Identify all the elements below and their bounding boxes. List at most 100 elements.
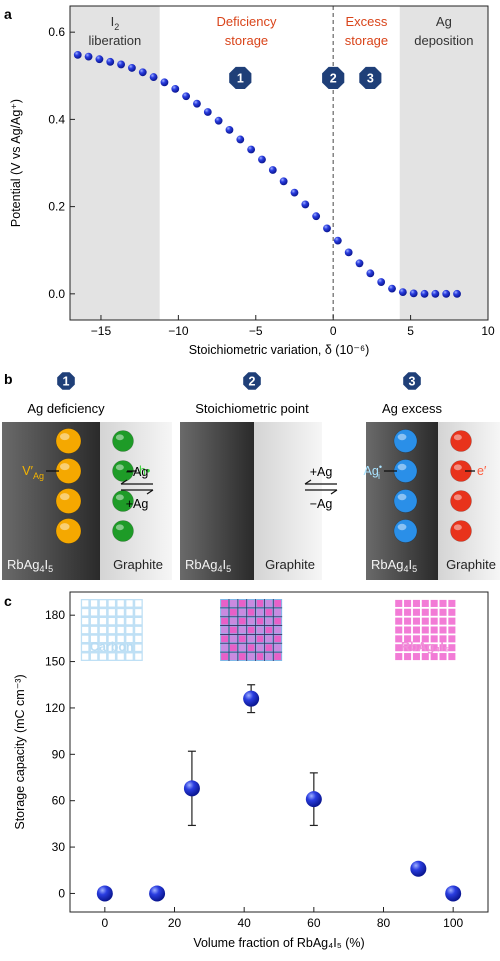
inset-rbag-cell [430, 653, 438, 661]
region-2-shade [333, 6, 400, 320]
state-1-material-label: RbAg4I5 [7, 557, 53, 574]
inset-rbag-cell [439, 608, 447, 616]
panel-a-ytick-label-2: 0.4 [48, 112, 65, 126]
panel-a-point-21 [301, 200, 310, 209]
state-3-left-carrier-sub: i [378, 471, 380, 481]
state-3-material-label: RbAg4I5 [371, 557, 417, 574]
inset-carbon-cell [99, 644, 107, 651]
inset-rbag-cell [421, 653, 429, 661]
inset-rbag-cell [448, 644, 456, 652]
panel-a-badge-3-label: 3 [367, 71, 374, 85]
region-2-title: Excess [346, 14, 388, 29]
inset-rbag-cell [421, 626, 429, 634]
inset-rbag-cell [430, 644, 438, 652]
panel-a-points [73, 50, 461, 298]
inset-carbon-cell [82, 653, 89, 660]
inset-mixed-cell [265, 644, 273, 652]
region-3-title-main: Ag [436, 14, 452, 29]
panel-a-badge-1-label: 1 [237, 71, 244, 85]
panel-c-insets: Carbon RbAg₄I₅ [80, 599, 457, 661]
inset-carbon-cell [135, 600, 142, 607]
panel-c-ytick-label-1: 30 [52, 840, 66, 854]
state-2-material-label: RbAg4I5 [185, 557, 231, 574]
inset-carbon-cell [117, 609, 124, 616]
panel-a-point-13 [214, 116, 223, 125]
panel-c-point-3 [243, 690, 260, 707]
inset-carbon-cell [126, 644, 133, 651]
state-1-graphite-block [100, 422, 172, 580]
panel-c-x-axis-label: Volume fraction of RbAg₄I₅ (%) [193, 936, 364, 950]
panel-a-xtick-label-5: 10 [481, 324, 495, 338]
state-2-graphite-block [254, 422, 322, 580]
inset-rbag-cell [395, 653, 403, 661]
inset-mixed-cell [274, 635, 282, 643]
inset-carbon-cell [126, 653, 133, 660]
panel-c-point-0 [96, 885, 113, 902]
state-3-left-carrier: Ag• i [364, 462, 382, 481]
state-3-left-ball-1 [393, 459, 418, 483]
inset-carbon-cell [126, 618, 133, 625]
panel-c-xtick-label-4: 80 [377, 916, 391, 930]
panel-c-chart: Carbon RbAg₄I₅ 0 20 40 60 80 100 0 30 60 90 120 150 1… [13, 591, 489, 950]
state-3-material: RbAg [371, 557, 404, 572]
inset-mixed-cell [274, 644, 282, 652]
inset-carbon-cell [135, 644, 142, 651]
inset-rbag-cell [448, 608, 456, 616]
state-3-left-ball-1-highlight [397, 463, 407, 471]
state-1-left-ball-1-highlight [60, 463, 70, 471]
panel-a-regions: I2liberationDeficiencystorageExcessstora… [70, 6, 488, 320]
inset-carbon-cell [117, 626, 124, 634]
inset-carbon-cell [135, 653, 142, 660]
inset-carbon-cell [117, 600, 124, 607]
panel-c-letter: c [4, 593, 12, 609]
inset-carbon-cell [108, 618, 115, 625]
region-3-shade [399, 6, 488, 320]
inset-mixed-cell [256, 635, 264, 643]
state-1-right-carrier: h• [139, 464, 150, 478]
inset-mixed-cell [247, 600, 255, 607]
panel-a-badges: 1 2 3 [229, 66, 382, 89]
panel-a-ytick-label-1: 0.2 [48, 200, 65, 214]
state-1-left-carrier-main: V′ [22, 464, 33, 478]
inset-mixed-cell [229, 644, 237, 652]
inset-rbag-cell [448, 626, 456, 634]
state-3-right-ball-2-highlight [453, 494, 462, 501]
state-3-left-ball-2 [393, 489, 418, 513]
inset-rbag-cell [421, 617, 429, 625]
panel-c-point-1 [149, 885, 166, 902]
inset-mixed-cell [274, 600, 282, 607]
panel-a-point-16 [247, 145, 256, 154]
state-1-right-ball-3-highlight [115, 524, 124, 531]
inset-carbon-cell [82, 626, 89, 634]
inset-carbon-cell [90, 618, 98, 625]
inset-carbon-cell [126, 600, 133, 607]
inset-carbon-cell [99, 653, 107, 660]
panel-a-point-18 [268, 166, 277, 174]
panel-c-point-2 [183, 780, 200, 797]
state-1-material_sub1: 4 [40, 564, 45, 574]
state-3-badge [403, 372, 421, 390]
state-2-badge-label: 2 [249, 375, 256, 389]
inset-mixed-cell [221, 626, 228, 634]
panel-a-point-6 [138, 68, 147, 77]
inset-rbag-cell [404, 617, 412, 625]
region-0-title-sub: 2 [114, 22, 119, 32]
state-2-title: Stoichiometric point [195, 401, 309, 416]
panel-a-point-29 [388, 284, 396, 293]
panel-a-point-3 [106, 57, 115, 66]
inset-mixed-cell [265, 626, 273, 634]
inset-mixed-cell [256, 644, 264, 652]
inset-mixed-cell [274, 617, 282, 625]
inset-carbon-cell [82, 609, 89, 616]
state-1-right-ball-0 [112, 430, 134, 452]
panel-a-xtick-label-3: 0 [330, 324, 337, 338]
state-1-right-ball-0-highlight [115, 434, 124, 441]
inset-carbon-cell [90, 653, 98, 660]
panel-b-letter: b [4, 371, 13, 387]
state-1-material_mid: I [45, 557, 49, 572]
state-1-left-ball-0-highlight [60, 433, 70, 441]
inset-mixed-cell [221, 644, 228, 652]
inset-carbon-cell [108, 653, 115, 660]
inset-carbon-cell [126, 635, 133, 642]
inset-carbon-cell [82, 635, 89, 642]
